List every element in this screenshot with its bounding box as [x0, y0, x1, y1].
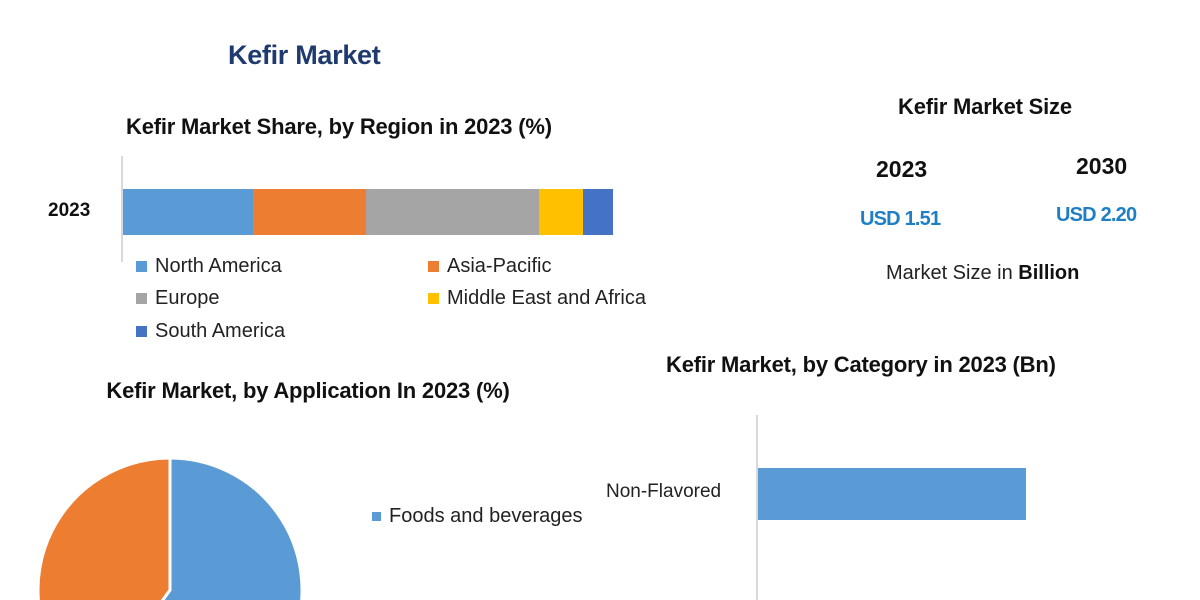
legend-swatch-icon — [428, 261, 439, 272]
legend-item-asia-pacific: Asia-Pacific — [428, 255, 551, 278]
legend-item-north-america: North America — [136, 255, 282, 278]
application-legend-item: Foods and beverages — [372, 505, 582, 528]
region-chart-year-label: 2023 — [48, 200, 91, 221]
page-title: Kefir Market — [228, 40, 381, 70]
region-chart-title: Kefir Market Share, by Region in 2023 (%… — [126, 114, 552, 139]
category-chart-axis — [756, 415, 758, 600]
category-label-non-flavored: Non-Flavored — [606, 481, 722, 502]
market-size-value-2030: USD 2.20 — [1056, 204, 1137, 226]
bar-segment-middle-east-and-africa — [539, 189, 584, 235]
legend-item-middle-east-and-africa: Middle East and Africa — [428, 287, 646, 310]
bar-segment-asia-pacific — [253, 189, 367, 235]
legend-swatch-icon — [136, 326, 147, 337]
legend-swatch-icon — [428, 293, 439, 304]
market-size-title: Kefir Market Size — [898, 94, 1072, 119]
legend-swatch-icon — [372, 512, 381, 521]
region-stacked-bar — [123, 189, 613, 235]
market-size-unit: Billion — [1018, 262, 1080, 284]
market-size-year-2023: 2023 — [876, 156, 928, 182]
region-chart-axis — [121, 156, 123, 262]
legend-item-europe: Europe — [136, 287, 220, 310]
bar-segment-south-america — [583, 189, 613, 235]
bar-segment-europe — [366, 189, 540, 235]
legend-swatch-icon — [136, 261, 147, 272]
bar-segment-north-america — [123, 189, 254, 235]
market-size-unit-note: Market Size in Billion — [886, 262, 1080, 284]
pie-slice-1 — [36, 456, 172, 600]
application-pie-chart — [36, 456, 304, 600]
legend-swatch-icon — [136, 293, 147, 304]
legend-item-south-america: South America — [136, 320, 285, 343]
category-bar-non-flavored — [758, 468, 1026, 520]
application-chart-title: Kefir Market, by Application In 2023 (%) — [106, 378, 510, 403]
market-size-year-2030: 2030 — [1076, 153, 1128, 179]
market-size-value-2023: USD 1.51 — [860, 208, 941, 230]
category-chart-title: Kefir Market, by Category in 2023 (Bn) — [666, 352, 1056, 377]
pie-slice-0 — [160, 456, 304, 600]
